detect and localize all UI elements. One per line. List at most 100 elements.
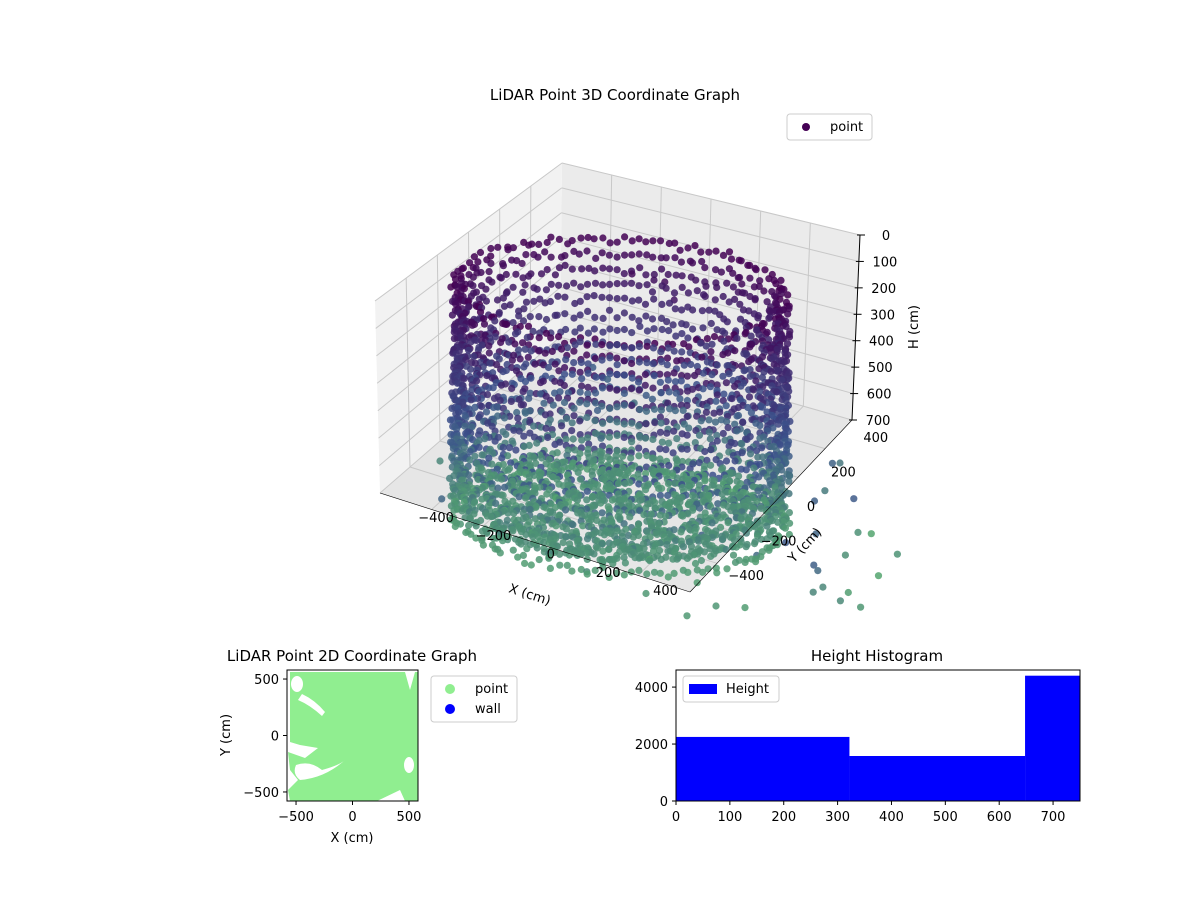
point-marker: [541, 349, 549, 357]
point-marker: [620, 371, 629, 379]
point-marker: [453, 283, 461, 291]
point-marker: [613, 354, 621, 362]
legend2d-point-label: point: [475, 682, 508, 697]
point-marker: [591, 566, 599, 575]
point-marker: [665, 388, 673, 396]
point-marker: [467, 365, 475, 373]
point-marker: [683, 387, 692, 395]
point-marker: [591, 313, 599, 321]
point-marker: [673, 435, 681, 443]
point-marker: [525, 394, 533, 402]
z-tick-label: 300: [870, 308, 895, 323]
point-marker: [642, 486, 650, 494]
point-marker: [562, 533, 570, 541]
point-marker: [467, 338, 475, 346]
point-marker: [650, 405, 659, 413]
point-marker: [606, 342, 614, 350]
point-marker: [466, 514, 474, 523]
point-marker: [642, 589, 650, 598]
point-marker: [519, 388, 527, 396]
point-marker: [542, 329, 551, 337]
point-marker: [698, 307, 707, 315]
point-marker: [436, 457, 444, 465]
point-marker: [465, 471, 473, 479]
point-marker: [701, 292, 709, 300]
point-marker: [591, 335, 599, 343]
point-marker: [541, 299, 549, 307]
chart2d-x-tick-label: −500: [278, 810, 314, 825]
point-marker: [604, 375, 612, 383]
point-marker: [584, 307, 592, 315]
point-marker: [685, 343, 693, 351]
point-marker: [640, 510, 648, 519]
point-marker: [491, 333, 499, 341]
point-marker: [723, 565, 731, 573]
point-marker: [544, 433, 552, 442]
point-marker: [491, 437, 499, 445]
point-marker: [535, 313, 543, 321]
point-marker: [721, 436, 729, 444]
point-marker: [525, 241, 533, 249]
point-marker: [650, 372, 658, 380]
point-marker: [555, 264, 564, 272]
point-marker: [707, 461, 715, 469]
point-marker: [648, 315, 657, 323]
point-marker: [649, 470, 658, 478]
point-marker: [541, 248, 549, 256]
point-marker: [507, 459, 515, 467]
point-marker: [664, 480, 673, 488]
point-marker: [671, 254, 679, 262]
legend2d: point wall: [430, 675, 518, 723]
point-marker: [505, 444, 514, 452]
point-marker: [451, 522, 459, 531]
point-marker: [850, 495, 858, 503]
point-marker: [568, 370, 576, 378]
point-marker: [760, 287, 768, 295]
point-marker: [745, 358, 753, 366]
point-marker: [513, 257, 521, 265]
point-marker: [476, 308, 485, 316]
point-marker: [578, 436, 586, 444]
point-marker: [763, 298, 771, 306]
point-marker: [636, 322, 644, 330]
x-tick-label: 200: [596, 566, 621, 581]
point-marker: [475, 431, 483, 439]
point-marker: [671, 239, 679, 247]
z-tick-label: 100: [872, 255, 897, 270]
point-marker: [677, 258, 686, 266]
point-marker: [685, 483, 693, 492]
point-marker: [684, 289, 693, 297]
point-marker: [836, 459, 844, 467]
point-marker: [475, 413, 483, 421]
point-marker: [844, 588, 852, 597]
point-marker: [606, 416, 614, 424]
point-marker: [669, 555, 677, 563]
point-marker: [497, 338, 505, 346]
point-marker: [569, 435, 577, 443]
point-marker: [519, 274, 527, 282]
point-marker: [520, 442, 528, 451]
point-marker: [702, 282, 710, 290]
point-marker: [621, 251, 629, 259]
point-marker: [742, 466, 750, 474]
point-marker: [782, 539, 790, 547]
point-marker: [733, 427, 741, 435]
point-marker: [653, 530, 661, 539]
point-marker: [558, 408, 566, 416]
point-marker: [495, 355, 503, 363]
point-marker: [575, 250, 583, 258]
point-marker: [663, 371, 672, 379]
chart2d-x-tick-label: 0: [348, 810, 356, 825]
points3d: [436, 233, 902, 620]
point-marker: [650, 295, 658, 303]
point-marker: [697, 339, 705, 347]
point-marker: [542, 286, 551, 294]
point-marker: [613, 386, 621, 394]
point-marker: [665, 327, 673, 335]
point-marker: [671, 407, 680, 415]
point-marker: [746, 450, 755, 458]
point-marker: [583, 280, 592, 288]
point-marker: [810, 497, 819, 505]
point-marker: [657, 254, 665, 262]
